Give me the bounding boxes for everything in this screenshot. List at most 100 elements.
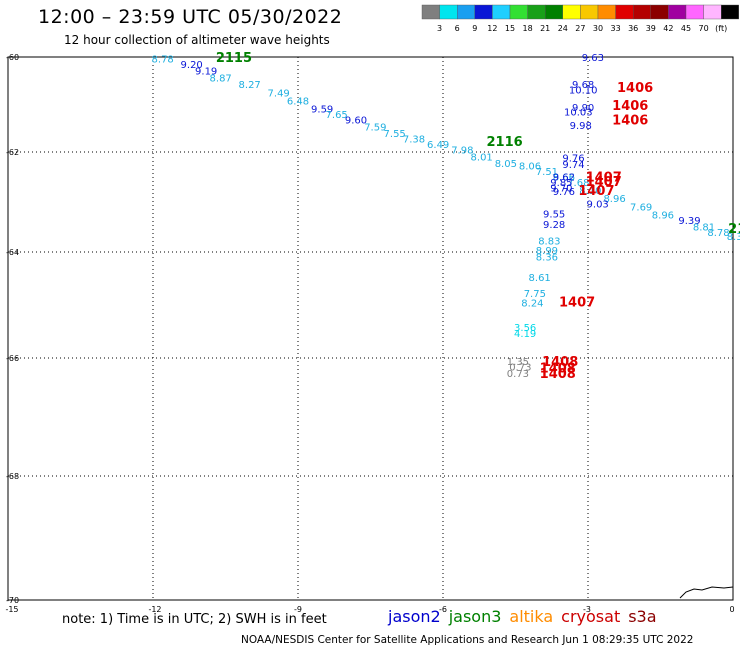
wave-height-value: 8.78 [707,228,729,239]
wave-height-value: 0.73 [507,369,529,380]
map-frame [7,56,734,601]
wave-height-value: 4.19 [514,329,536,340]
pass-number-label: 2116 [487,135,523,150]
map-subtitle: 12 hour collection of altimeter wave hei… [64,33,330,47]
legend-entry-cryosat: cryosat [561,607,621,626]
wave-height-value: 8.87 [210,74,232,85]
wave-height-value: 7.49 [268,88,290,99]
longitude-label: -12 [148,605,161,614]
legend-entry-jason3: jason3 [448,607,502,626]
wave-height-value: 8.05 [495,159,517,170]
wave-height-value: 7.68 [567,178,589,189]
wave-height-value: 8.38 [727,232,740,243]
longitude-label: -9 [294,605,302,614]
longitude-label: -15 [5,605,18,614]
colorbar-label: 45 [681,24,691,33]
colorbar-label: 3 [437,24,442,33]
wave-height-value: 8.61 [529,273,551,284]
wave-height-value: 9.85 [550,178,572,189]
wave-height-value: 9.19 [195,67,217,78]
colorbar-swatch [562,4,581,20]
wave-height-value: 9.90 [572,103,594,114]
wave-height-value: 8.36 [536,252,558,263]
pass-number-label: 1408 [540,367,576,382]
colorbar-label: 27 [575,24,585,33]
axis-tick-labels: -60 -62 -64 -66 -68 -70-15 -12 -9 -6 -3 0 [5,53,734,614]
wave-height-value: 7.98 [451,145,473,156]
colorbar-label: 39 [646,24,656,33]
credit-line: NOAA/NESDIS Center for Satellite Applica… [241,634,694,646]
wave-height-value: 9.70 [550,183,572,194]
wave-height-value: 9.68 [572,80,594,91]
wave-height-value: 7.55 [384,129,406,140]
longitude-label: -6 [439,605,447,614]
wave-height-value: 7.75 [524,289,546,300]
wave-height-value: 9.98 [570,121,592,132]
latitude-label: -66 [6,354,19,363]
colorbar-label: 70 [699,24,709,33]
wave-height-value: 7.38 [403,134,425,145]
pass-number-label: 1406 [612,99,648,114]
color-scale: 3 6 9 12 15 18 21 24 27 30 33 36 39 42 45 70 (ft) [421,4,740,33]
wave-height-value: 9.39 [678,216,700,227]
wave-height-value: 8.10 [579,186,601,197]
colorbar-swatch [615,4,634,20]
wave-height-value: 9.76 [553,187,575,198]
colorbar-swatch [703,4,722,20]
colorbar-label: 42 [663,24,673,33]
latitude-label: -62 [6,148,19,157]
pass-number-label: 1406 [612,113,648,128]
wave-height-value: 6.48 [287,96,309,107]
colorbar-swatch [545,4,564,20]
wave-height-value: 8.78 [152,55,174,66]
wave-height-value: 10.10 [569,86,598,97]
wave-height-value: 8.96 [652,210,674,221]
map-title: 12:00 – 23:59 UTC 05/30/2022 [38,6,343,28]
colorbar-label: 12 [487,24,497,33]
wave-height-value: 9.63 [582,53,604,64]
colorbar-label: 36 [628,24,638,33]
wave-height-value: 8.06 [519,162,541,173]
colorbar-label: 33 [611,24,621,33]
wave-height-value: 6.49 [427,140,449,151]
wave-height-value: 8.96 [603,194,625,205]
pass-number-label: 1408 [542,355,578,370]
colorbar-swatch [492,4,511,20]
wave-height-value: 9.60 [345,115,367,126]
wave-height-value: 8.99 [536,246,558,257]
colorbar-swatch [650,4,669,20]
wave-height-value: 8.81 [693,222,715,233]
latitude-label: -64 [6,248,19,257]
colorbar-swatch [474,4,493,20]
legend-entry-altika: altika [509,607,554,626]
colorbar-swatch [597,4,616,20]
wave-height-value: 7.59 [364,123,386,134]
colorbar-swatch [527,4,546,20]
colorbar-swatch [668,4,687,20]
wave-height-value: 9.55 [543,209,565,220]
altimeter-points: 8.78 9.209.198.87 8.27 7.496.489.597.659.60… [152,51,740,382]
colorbar-label: 21 [540,24,550,33]
pass-number-label: 1407 [586,170,622,185]
colorbar-label: 9 [472,24,477,33]
pass-number-label: 1407 [559,295,595,310]
wave-height-value: 7.51 [536,167,558,178]
colorbar-swatch [457,4,476,20]
colorbar-label: 24 [558,24,568,33]
legend-entry-s3a: s3a [628,607,657,626]
colorbar-swatch [685,4,704,20]
wave-height-value: 1.35 [507,357,529,368]
longitude-label: -3 [583,605,591,614]
wave-height-value: 3.56 [514,323,536,334]
pass-number-label: 1407 [578,184,614,199]
colorbar-label: 6 [455,24,460,33]
wave-height-value: 7.65 [326,110,348,121]
coastline [679,586,734,599]
colorbar-label: 15 [505,24,515,33]
latitude-label: -60 [6,53,19,62]
colorbar-label: 18 [523,24,533,33]
wave-height-value: 7.69 [630,202,652,213]
wave-height-value: 9.76 [562,153,584,164]
colorbar-swatch [509,4,528,20]
